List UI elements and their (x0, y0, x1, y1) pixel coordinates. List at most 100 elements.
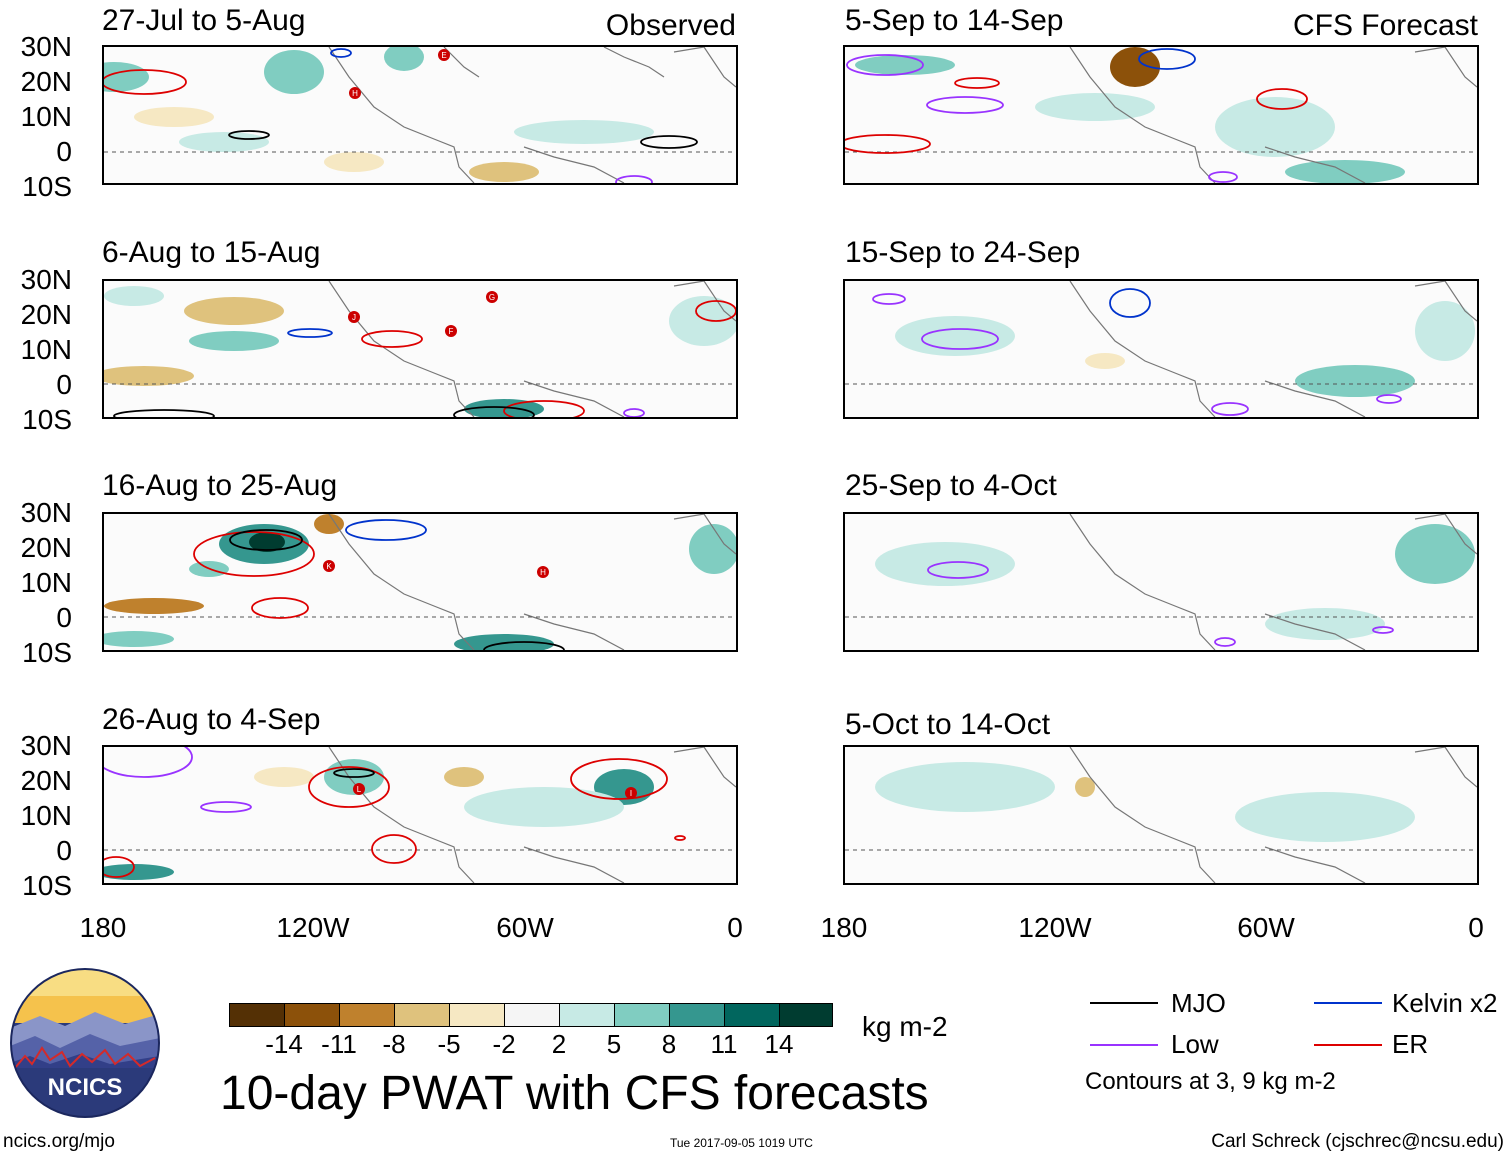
storm-marker (348, 311, 360, 323)
colorbar-swatch (339, 1003, 395, 1027)
er-contour (954, 77, 1000, 89)
er-contour (371, 834, 417, 864)
kelvin-contour (1138, 48, 1196, 70)
logo-graphic (10, 968, 160, 1118)
pwat-anomaly-moist (855, 55, 955, 75)
storm-marker (349, 87, 361, 99)
pwat-anomaly-moist (454, 634, 554, 650)
colorbar-tick: 11 (710, 1029, 738, 1059)
mjo-contour (113, 409, 215, 417)
lat-label: 20N (20, 765, 72, 796)
pwat-anomaly-dry (1085, 353, 1125, 369)
pwat-anomaly-moist (1035, 93, 1155, 121)
storm-marker-label: F (449, 327, 454, 336)
pwat-anomaly-moist (1415, 301, 1475, 361)
legend-label-er: ER (1392, 1029, 1429, 1059)
coastline (328, 747, 736, 883)
map-canvas: L I (104, 747, 736, 883)
lat-label: 30N (20, 31, 72, 62)
lat-label: 0 (56, 602, 72, 633)
main-title: 10-day PWAT with CFS forecasts (220, 1067, 929, 1120)
mjo-contour (640, 135, 698, 149)
colorbar-tick: -8 (382, 1029, 406, 1059)
map-canvas: G J F (104, 281, 736, 417)
er-contour (104, 69, 187, 95)
lon-label: 180 (820, 912, 868, 943)
pwat-anomaly-moist (1285, 160, 1405, 183)
coastline (328, 47, 736, 183)
storm-marker-label: K (326, 562, 332, 571)
kelvin-contour (345, 519, 427, 541)
map-canvas: K H (104, 514, 736, 650)
coastline (1069, 747, 1477, 883)
pwat-anomaly-moist (875, 762, 1055, 812)
er-contour (570, 758, 668, 800)
pwat-anomaly-moist (464, 787, 624, 827)
kelvin-contour (1109, 288, 1151, 318)
mjo-contour (228, 130, 270, 140)
colorbar-swatch (614, 1003, 670, 1027)
legend-label-mjo: MJO (1171, 988, 1226, 1018)
storm-marker (486, 291, 498, 303)
pwat-anomaly-dry (1110, 47, 1160, 87)
pwat-anomaly-moist (1235, 792, 1415, 842)
colorbar-swatch (724, 1003, 780, 1027)
lat-label: 10N (20, 334, 72, 365)
colorbar-tick: 14 (764, 1029, 794, 1059)
mjo-contour (453, 406, 535, 417)
mjo-contour (333, 768, 375, 778)
map-canvas (845, 47, 1477, 183)
storm-marker (625, 787, 637, 799)
map-canvas (845, 281, 1477, 417)
panel-title-fcst-3: 25-Sep to 4-Oct (845, 469, 1057, 502)
panel-title-fcst-1: 5-Sep to 14-Sep (845, 4, 1064, 37)
pwat-anomaly-moist (689, 524, 736, 574)
pwat-anomaly-moist (514, 120, 654, 144)
storm-marker (353, 783, 365, 795)
pwat-anomaly-dry (254, 767, 314, 787)
storm-marker (438, 49, 450, 61)
low-contour (623, 408, 645, 417)
lat-label: 10N (20, 101, 72, 132)
low-contour (1208, 171, 1238, 183)
lat-label: 30N (20, 497, 72, 528)
colorbar-tick: 2 (551, 1029, 567, 1059)
storm-marker (537, 566, 549, 578)
pwat-anomaly-moist (384, 47, 424, 71)
footer-url: ncics.org/mjo (3, 1131, 115, 1152)
lat-label: 20N (20, 532, 72, 563)
panel-title-obs-4: 26-Aug to 4-Sep (102, 703, 321, 736)
colorbar-tick: 5 (606, 1029, 622, 1059)
storm-marker-label: J (352, 313, 356, 322)
pwat-anomaly-dry (104, 366, 194, 386)
lon-label: 60W (1237, 912, 1295, 943)
mjo-contour (483, 641, 565, 650)
lat-label: 10S (22, 171, 72, 202)
pwat-anomaly-moist (189, 331, 279, 351)
map-panel-fcst-1 (843, 45, 1479, 185)
colorbar-swatch (284, 1003, 340, 1027)
lat-label: 10N (20, 567, 72, 598)
pwat-anomaly-moist (669, 296, 736, 346)
pwat-anomaly-dry (314, 514, 344, 534)
lon-label: 0 (727, 912, 743, 943)
colorbar-tick: -11 (321, 1029, 357, 1059)
lon-label: 180 (79, 912, 127, 943)
panel-title-obs-1: 27-Jul to 5-Aug (102, 4, 306, 37)
er-contour (674, 835, 686, 841)
footer-author: Carl Schreck (cjschrec@ncsu.edu) (1211, 1131, 1504, 1152)
map-canvas: E H (104, 47, 736, 183)
map-panel-obs-1: E H (102, 45, 738, 185)
legend-line-er (1314, 1044, 1382, 1046)
pwat-anomaly-moist (104, 286, 164, 306)
low-contour (104, 747, 193, 778)
legend-line-low (1090, 1044, 1158, 1046)
kelvin-contour (330, 48, 352, 58)
storm-marker-label: H (352, 89, 358, 98)
pwat-anomaly-dry (104, 598, 204, 614)
colorbar-swatch (779, 1003, 833, 1027)
er-contour (695, 300, 736, 322)
map-panel-obs-2: G J F (102, 279, 738, 419)
pwat-anomaly-moist (249, 532, 285, 552)
kelvin-contour (287, 328, 333, 338)
